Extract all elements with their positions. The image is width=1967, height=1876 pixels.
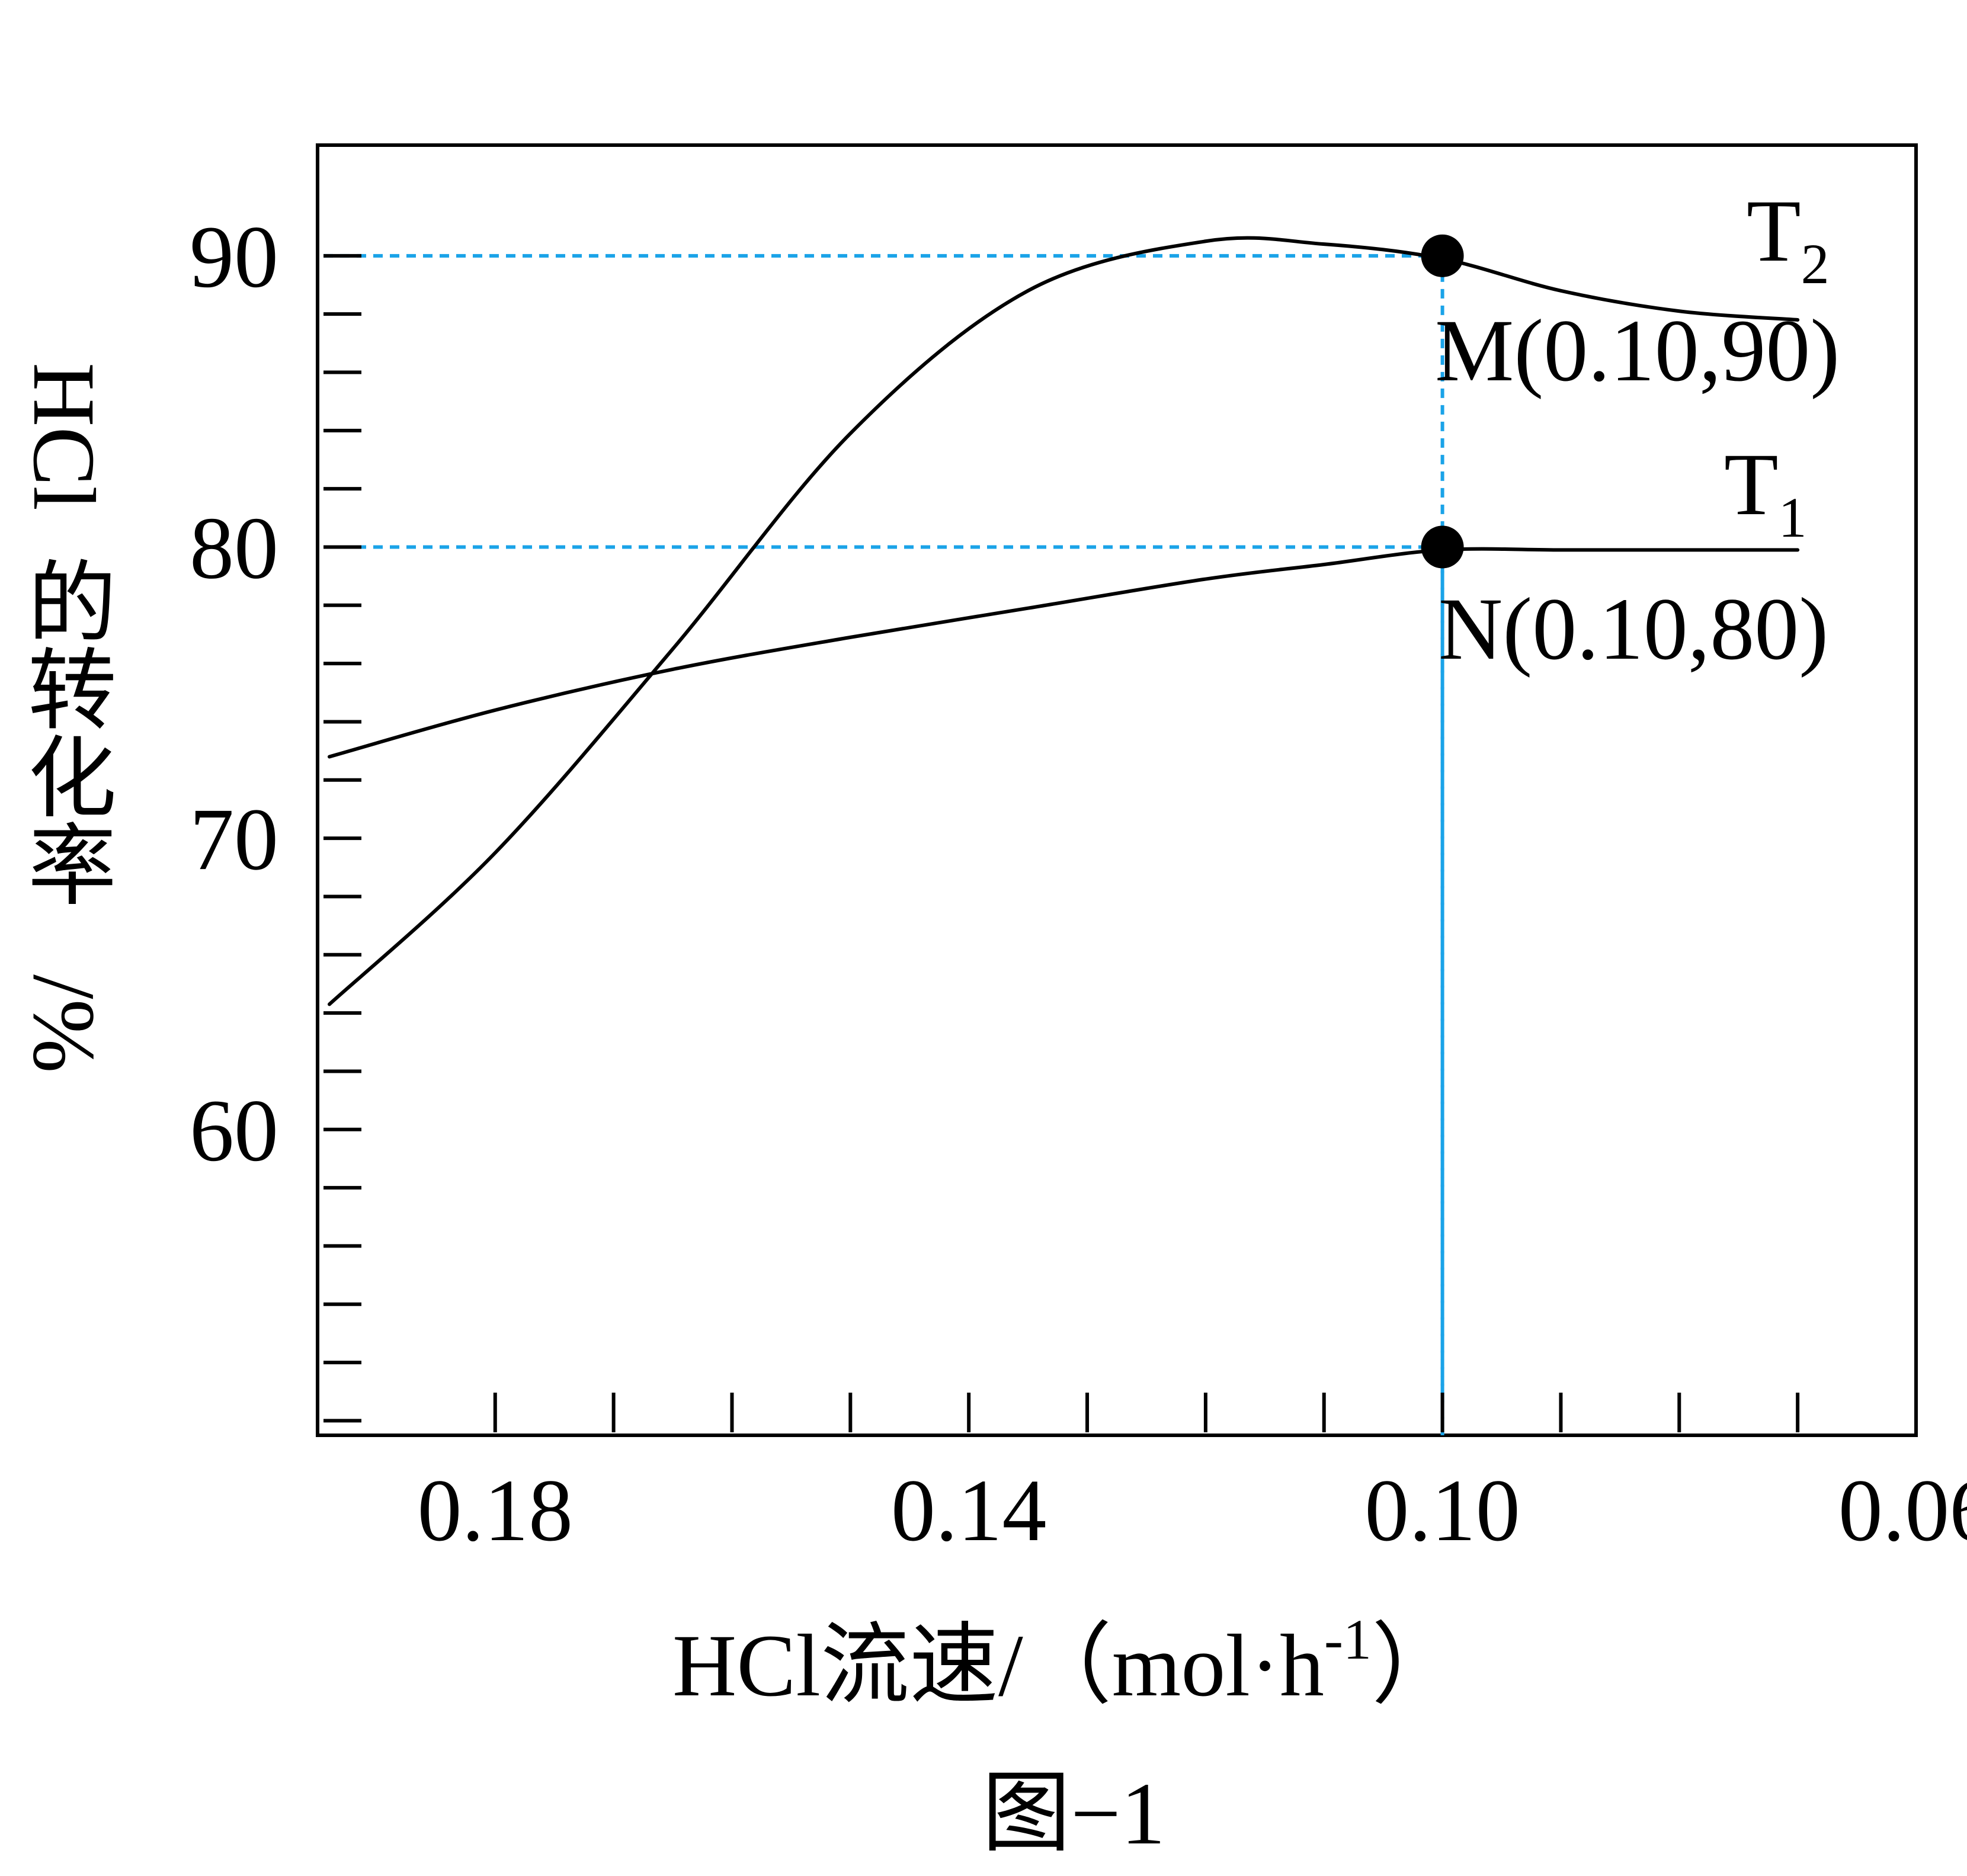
x-tick-labels: 0.18 0.14 0.10 0.06 (418, 1461, 1967, 1560)
y-axis-title-char: 的 (28, 555, 117, 653)
figure-caption: 图−1 (982, 1765, 1165, 1863)
y-axis-title-char: 化 (28, 730, 117, 829)
y-tick-label: 60 (190, 1082, 278, 1180)
x-axis-title-close: ） (1372, 1617, 1460, 1715)
plot-frame (316, 143, 1918, 1437)
x-tick-label: 0.18 (418, 1461, 574, 1560)
x-tick-label: 0.06 (1838, 1461, 1967, 1560)
x-axis-title-main: HCl流速/（mol·h (672, 1617, 1324, 1715)
series-line-t2 (327, 236, 1800, 1006)
series-label-t1: T1 (1724, 435, 1807, 549)
series-label-t2-sub: 2 (1801, 232, 1830, 296)
guide-lines (323, 254, 1444, 1435)
minor-ticks (323, 254, 1918, 1432)
y-tick-labels: 90 80 70 60 (190, 208, 278, 1180)
y-tick-label: 80 (190, 499, 278, 597)
series-label-t1-sub: 1 (1779, 486, 1807, 549)
series-line-t1 (327, 547, 1800, 759)
point-markers (1421, 234, 1464, 569)
y-axis-title-unit: /% (15, 974, 113, 1073)
x-tick-label: 0.14 (891, 1461, 1047, 1560)
y-axis-title-char: 转 (28, 643, 117, 741)
point-label-n: N(0.10,80) (1439, 580, 1828, 678)
y-axis-title-hcl: HCl (15, 363, 113, 511)
point-marker-m (1421, 234, 1464, 277)
series-lines (327, 236, 1800, 1006)
x-axis-title: HCl流速/（mol·h-1） (672, 1608, 1460, 1715)
y-tick-label: 90 (190, 208, 278, 306)
series-label-t2: T2 (1747, 182, 1830, 296)
y-tick-label: 70 (190, 790, 278, 889)
series-label-t2-main: T (1747, 182, 1801, 280)
point-label-m: M(0.10,90) (1435, 302, 1840, 400)
x-tick-label: 0.10 (1364, 1461, 1520, 1560)
series-label-t1-main: T (1724, 435, 1779, 534)
point-marker-n (1421, 525, 1464, 569)
x-axis-title-sup: -1 (1324, 1608, 1372, 1671)
y-axis-title-char: 率 (28, 818, 117, 916)
